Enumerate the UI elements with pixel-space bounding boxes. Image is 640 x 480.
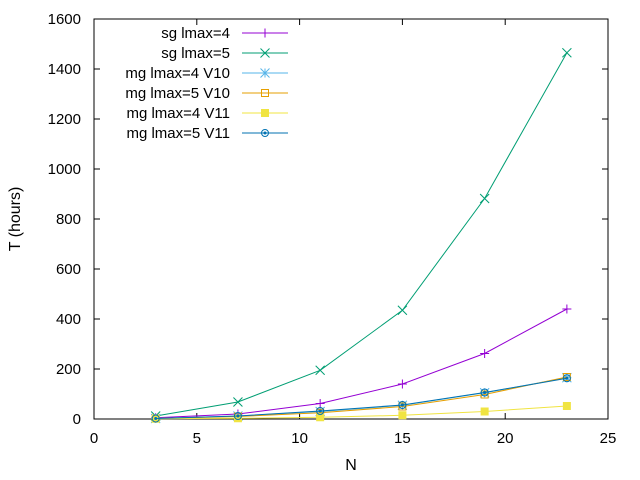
legend-item: sg lmax=5	[161, 45, 288, 62]
series-line	[155, 52, 568, 417]
legend-item: mg lmax=5 V11	[126, 125, 288, 142]
legend-marker	[260, 48, 270, 58]
legend-item: sg lmax=4	[161, 25, 288, 42]
legend-marker	[261, 89, 269, 97]
data-point	[398, 411, 407, 420]
y-tick-label: 600	[56, 261, 81, 278]
data-point	[315, 365, 326, 376]
data-point	[233, 412, 242, 420]
y-tick-label: 800	[56, 211, 81, 228]
x-tick-label: 20	[497, 430, 514, 447]
legend-label: mg lmax=5 V10	[125, 85, 230, 102]
series-2	[150, 47, 572, 421]
ticks: 0 5 10 15 20 25 0 200 400 600 800 1000 1200 1400 1600	[48, 11, 617, 447]
x-tick-label: 15	[394, 430, 411, 447]
x-tick-label: 0	[90, 430, 98, 447]
legend-label: mg lmax=5 V11	[126, 125, 230, 142]
data-point	[562, 374, 571, 383]
data-point	[480, 407, 489, 416]
data-point	[151, 414, 160, 423]
legend: sg lmax=4 sg lmax=5 mg lmax=4 V10 mg lmax=5…	[125, 25, 288, 142]
data-point	[562, 402, 571, 410]
y-tick-label: 1000	[48, 161, 81, 178]
data-point	[480, 388, 489, 397]
x-tick-label: 5	[193, 430, 201, 447]
series-6	[151, 374, 571, 423]
legend-item: mg lmax=5 V10	[125, 85, 288, 102]
data-point	[316, 407, 325, 415]
series-line	[155, 405, 567, 420]
data-point	[316, 413, 325, 422]
data-point	[562, 304, 572, 314]
data-point	[233, 397, 243, 407]
legend-label: sg lmax=5	[161, 45, 230, 62]
y-tick-label: 200	[56, 361, 81, 378]
series-1	[151, 304, 572, 423]
data-point	[562, 47, 572, 58]
series-line	[155, 377, 567, 419]
y-tick-label: 1400	[48, 61, 81, 78]
legend-marker	[261, 129, 269, 137]
x-axis-label: N	[345, 457, 357, 474]
y-tick-label: 1200	[48, 111, 81, 128]
legend-item: mg lmax=4 V11	[126, 105, 288, 122]
y-axis-label: T (hours)	[7, 187, 24, 252]
legend-item: mg lmax=4 V10	[125, 65, 288, 82]
data-point	[398, 401, 407, 409]
data-point	[480, 349, 490, 358]
series-line	[155, 377, 567, 419]
legend-label: sg lmax=4	[161, 25, 230, 42]
legend-marker	[261, 109, 269, 117]
legend-label: mg lmax=4 V10	[125, 65, 230, 82]
data-point	[397, 305, 408, 316]
legend-marker	[260, 28, 270, 38]
data-point	[479, 193, 490, 204]
series-layer	[150, 47, 572, 424]
data-point	[315, 399, 325, 408]
y-tick-label: 400	[56, 311, 81, 328]
series-line	[155, 376, 568, 419]
legend-label: mg lmax=4 V11	[126, 105, 230, 122]
series-line	[155, 308, 568, 419]
y-tick-label: 0	[73, 411, 81, 428]
x-tick-label: 25	[600, 430, 617, 447]
legend-marker	[260, 68, 270, 78]
x-tick-label: 10	[291, 430, 308, 447]
data-point	[397, 379, 407, 389]
y-tick-label: 1600	[48, 11, 81, 28]
